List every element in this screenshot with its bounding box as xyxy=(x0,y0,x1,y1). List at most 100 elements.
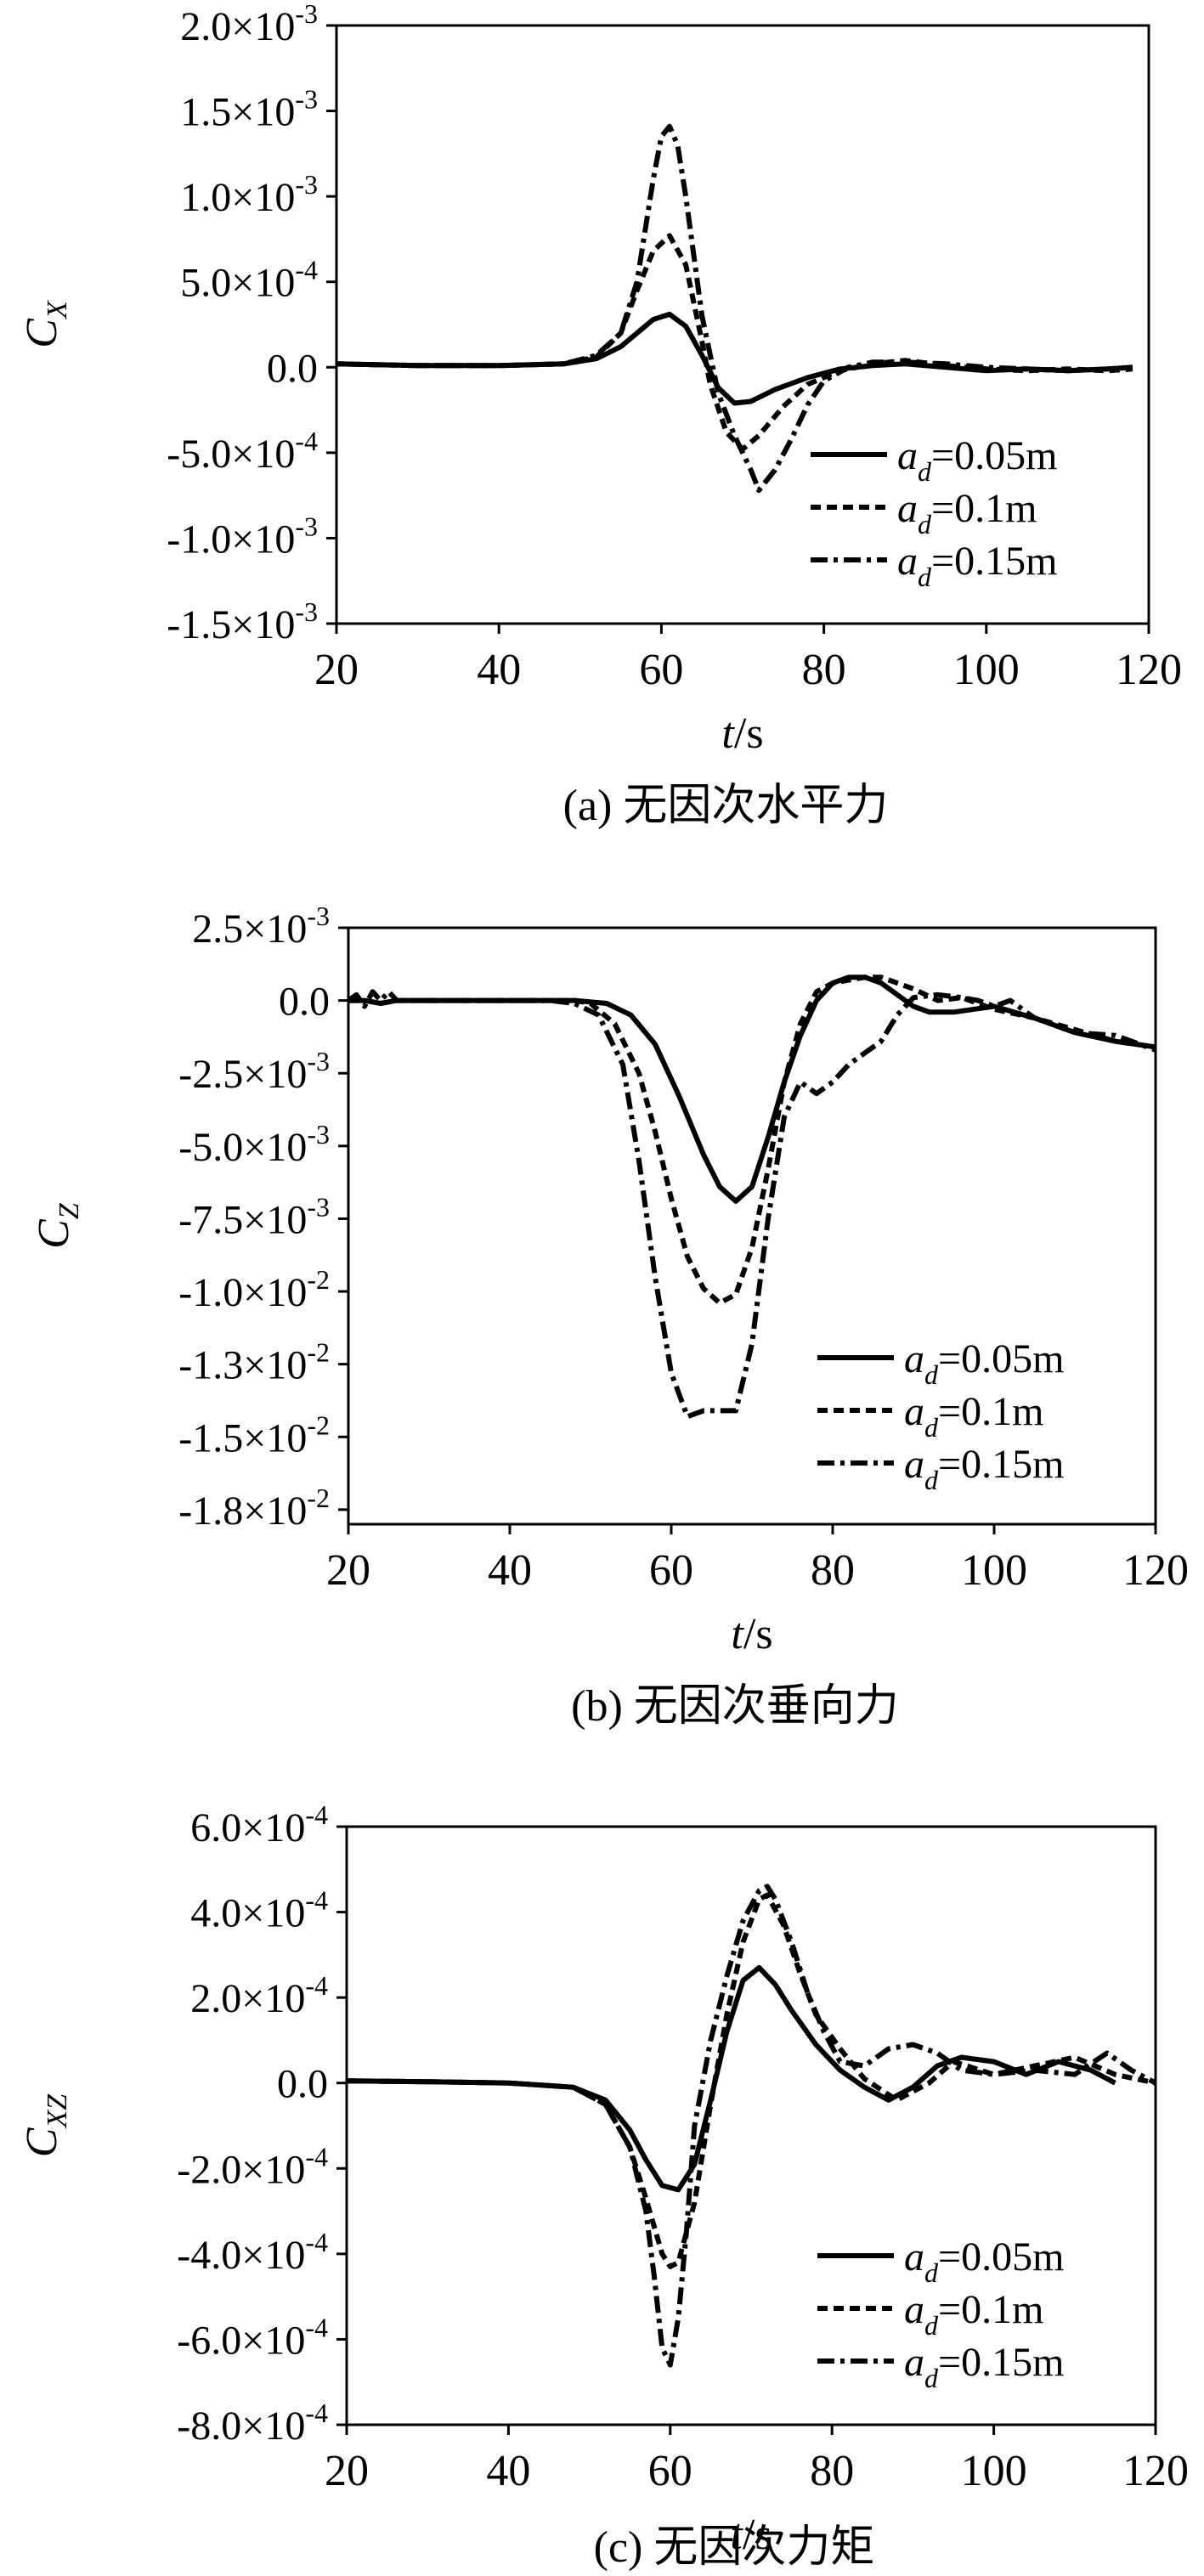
legend-subscript: d xyxy=(924,2257,939,2288)
legend-variable: a xyxy=(904,2340,924,2385)
y-tick-label: 5.0×10-4 xyxy=(180,255,318,306)
y-tick-exponent: -2 xyxy=(307,1337,330,1368)
legend-label-3: ad=0.15m xyxy=(904,1442,1064,1495)
series-line-3 xyxy=(348,989,1156,1420)
y-tick-exponent: -3 xyxy=(295,596,318,627)
y-tick-exponent: -2 xyxy=(307,1409,330,1440)
y-tick-label: 4.0×10-4 xyxy=(190,1885,328,1936)
legend-variable: a xyxy=(904,2234,924,2279)
x-axis-label-variable: t xyxy=(731,1610,744,1658)
x-tick-label: 120 xyxy=(1122,1546,1189,1595)
y-tick-mantissa: -2.5×10 xyxy=(178,1052,307,1097)
legend-label-2: ad=0.1m xyxy=(897,486,1037,539)
legend-value: =0.1m xyxy=(938,1389,1043,1434)
y-tick-exponent: -3 xyxy=(295,0,318,29)
series-line-2 xyxy=(336,233,1133,452)
legend-subscript: d xyxy=(918,562,932,592)
legend-variable: a xyxy=(904,1389,924,1434)
series-line-3 xyxy=(347,1884,1156,2368)
legend-label-3: ad=0.15m xyxy=(897,539,1057,592)
y-tick-label: -5.0×10-4 xyxy=(167,426,318,477)
y-tick-mantissa: -1.0×10 xyxy=(178,1270,307,1315)
legend-label-1: ad=0.05m xyxy=(904,1336,1064,1390)
y-tick-exponent: -4 xyxy=(305,1970,328,2001)
y-tick-exponent: -4 xyxy=(295,426,318,456)
y-axis-label-main: C xyxy=(18,318,66,348)
y-tick-exponent: -3 xyxy=(295,169,318,200)
plot-frame xyxy=(347,926,1157,1526)
legend-subscript: d xyxy=(924,1412,939,1443)
y-tick-mantissa: -4.0×10 xyxy=(177,2233,305,2278)
y-tick-mantissa: 5.0×10 xyxy=(180,261,295,306)
y-tick-mantissa: -1.3×10 xyxy=(178,1343,307,1388)
y-tick-mantissa: -1.8×10 xyxy=(178,1489,307,1534)
y-tick-exponent: -4 xyxy=(305,2398,328,2428)
legend-value: =0.1m xyxy=(931,486,1037,531)
x-tick-label: 120 xyxy=(1116,646,1182,694)
y-tick-label: -7.5×10-3 xyxy=(178,1191,330,1242)
panel-caption: (c) 无因次力矩 xyxy=(594,2523,875,2572)
y-tick-label: -1.5×10-3 xyxy=(167,596,318,647)
panel-caption: (a) 无因次水平力 xyxy=(563,782,889,830)
y-tick-exponent: -3 xyxy=(307,1119,330,1150)
x-tick-label: 60 xyxy=(639,646,683,694)
plot-frame xyxy=(345,1825,1157,2426)
y-axis-label: CZ xyxy=(30,1202,85,1249)
x-tick-label: 60 xyxy=(648,2447,692,2495)
y-tick-label: 1.0×10-3 xyxy=(180,169,318,220)
x-axis-label-unit: /s xyxy=(734,709,764,758)
y-tick-label: 0.0 xyxy=(277,2062,328,2107)
x-tick-label: 80 xyxy=(811,1546,855,1595)
legend-variable: a xyxy=(904,2287,924,2332)
x-tick-label: 100 xyxy=(953,646,1020,694)
legend-label-2: ad=0.1m xyxy=(904,1389,1043,1443)
y-axis-label-main: C xyxy=(30,1218,78,1249)
x-tick-label: 40 xyxy=(486,2447,530,2495)
y-tick-mantissa: -5.0×10 xyxy=(178,1125,307,1170)
series-line-2 xyxy=(348,974,1156,1306)
y-tick-label: 0.0 xyxy=(267,346,318,391)
y-tick-exponent: -2 xyxy=(307,1264,330,1295)
y-tick-mantissa: -2.0×10 xyxy=(177,2147,305,2192)
y-axis-label-subscript: X xyxy=(42,300,73,320)
y-tick-mantissa: 2.0×10 xyxy=(180,4,295,49)
y-tick-mantissa: -7.5×10 xyxy=(178,1197,307,1242)
x-axis-label: t/s xyxy=(721,709,763,758)
y-tick-label: -2.5×10-3 xyxy=(178,1046,330,1097)
y-tick-mantissa: -5.0×10 xyxy=(167,432,295,477)
legend-value: =0.05m xyxy=(938,1336,1064,1381)
legend-variable: a xyxy=(897,486,918,531)
y-tick-mantissa: -8.0×10 xyxy=(177,2404,305,2449)
y-tick-exponent: -4 xyxy=(295,255,318,285)
x-tick-label: 80 xyxy=(810,2447,854,2495)
y-tick-exponent: -3 xyxy=(307,1191,330,1222)
legend-value: =0.05m xyxy=(931,433,1057,478)
panel-caption: (b) 无因次垂向力 xyxy=(571,1682,899,1731)
y-tick-label: 2.5×10-3 xyxy=(192,901,330,952)
y-tick-mantissa: 0.0 xyxy=(267,346,318,391)
series-line-3 xyxy=(336,123,1133,494)
y-tick-mantissa: 2.5×10 xyxy=(192,907,307,952)
y-axis-label-subscript: XZ xyxy=(42,2093,73,2130)
x-axis-label-variable: t xyxy=(730,2511,743,2559)
legend-subscript: d xyxy=(924,1359,939,1390)
y-tick-mantissa: -1.5×10 xyxy=(167,602,295,647)
legend-subscript: d xyxy=(918,509,932,539)
legend-variable: a xyxy=(897,433,918,478)
y-tick-label: 2.0×10-3 xyxy=(180,0,318,49)
y-tick-label: 1.5×10-3 xyxy=(180,84,318,135)
plot-frame xyxy=(335,24,1150,625)
legend-label-1: ad=0.05m xyxy=(897,433,1057,487)
x-tick-label: 40 xyxy=(477,646,521,694)
legend-value: =0.15m xyxy=(938,2340,1064,2385)
x-tick-label: 40 xyxy=(488,1546,532,1595)
y-tick-exponent: -4 xyxy=(305,2141,328,2172)
series-line-1 xyxy=(348,974,1156,1204)
y-tick-mantissa: -6.0×10 xyxy=(177,2318,305,2363)
legend-label-3: ad=0.15m xyxy=(904,2340,1064,2393)
legend-label-2: ad=0.1m xyxy=(904,2287,1043,2341)
legend-subscript: d xyxy=(924,2363,939,2393)
x-axis-label-unit: /s xyxy=(743,2511,772,2559)
